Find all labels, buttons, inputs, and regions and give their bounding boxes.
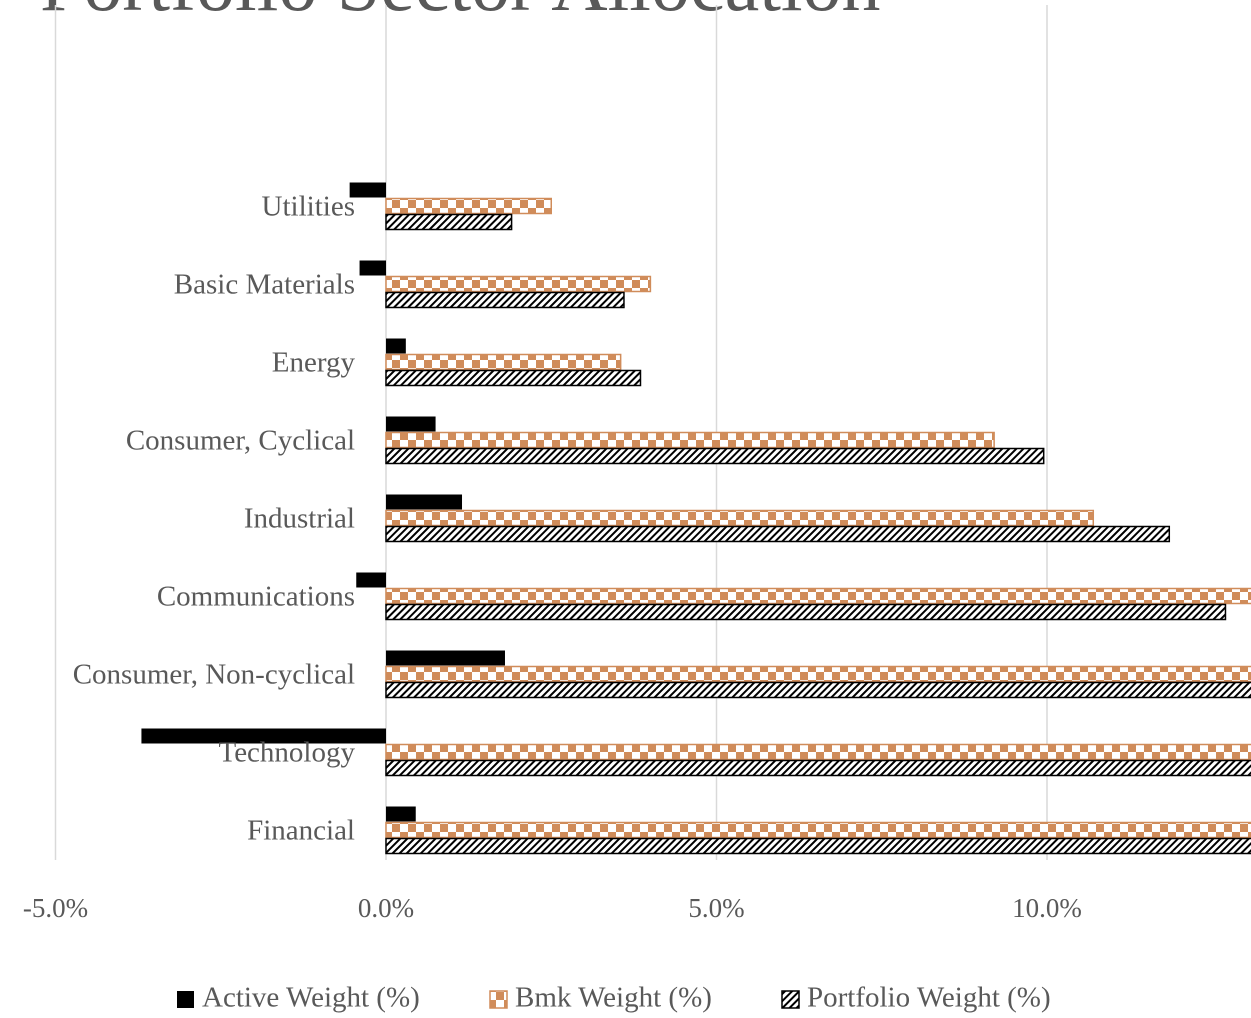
bar-diagonal-hatch bbox=[385, 213, 513, 231]
legend: Active Weight (%) Bmk Weight (%) Portfolio… bbox=[177, 982, 1051, 1014]
category-label: Financial bbox=[247, 815, 355, 847]
category-label: Industrial bbox=[244, 503, 355, 535]
bar-diagonal-hatch bbox=[385, 837, 1251, 855]
chart-title: Portfolio Sector Allocation bbox=[40, 0, 881, 27]
legend-label: Active Weight (%) bbox=[202, 982, 420, 1014]
bar-checker bbox=[385, 743, 1251, 761]
tick-labels: -10.0%-5.0%0.0%5.0%10.0%15.0%20.0%25.0% bbox=[23, 893, 1082, 923]
bar-solid bbox=[386, 416, 436, 432]
legend-label: Bmk Weight (%) bbox=[515, 982, 712, 1014]
category-label: Technology bbox=[219, 737, 356, 769]
bar-diagonal-hatch bbox=[385, 525, 1171, 543]
x-tick-label: 10.0% bbox=[1012, 893, 1082, 923]
bar-checker bbox=[385, 665, 1251, 683]
bar-solid bbox=[386, 806, 416, 822]
category-label: Communications bbox=[157, 581, 355, 613]
bar-checker bbox=[385, 821, 1251, 839]
x-tick-label: -5.0% bbox=[23, 893, 88, 923]
bar-diagonal-hatch bbox=[385, 759, 1251, 777]
category-label: Utilities bbox=[262, 191, 355, 223]
bar-solid bbox=[359, 260, 386, 276]
bar-checker bbox=[385, 587, 1251, 605]
bar-diagonal-hatch bbox=[385, 447, 1045, 465]
bar-solid bbox=[141, 728, 386, 744]
bar-diagonal-hatch bbox=[385, 291, 625, 309]
bar-solid bbox=[386, 650, 505, 666]
category-label: Energy bbox=[272, 347, 356, 379]
category-labels: Financial Technology Consumer, Non-cyclica… bbox=[73, 191, 356, 847]
bar-checker bbox=[385, 197, 552, 215]
bar-diagonal-hatch bbox=[385, 603, 1227, 621]
bar-diagonal-hatch bbox=[385, 369, 642, 387]
bar-checker bbox=[385, 353, 622, 371]
bar-solid bbox=[386, 494, 463, 510]
category-label: Basic Materials bbox=[174, 269, 355, 301]
bar-checker bbox=[385, 509, 1095, 527]
bar-checker bbox=[385, 431, 995, 449]
legend-label: Portfolio Weight (%) bbox=[807, 982, 1051, 1014]
legend-swatch bbox=[781, 990, 800, 1009]
bar-diagonal-hatch bbox=[385, 681, 1251, 699]
bar-solid bbox=[356, 572, 386, 588]
category-label: Consumer, Non-cyclical bbox=[73, 659, 355, 691]
bars bbox=[141, 182, 1251, 855]
bar-checker bbox=[385, 275, 652, 293]
x-tick-label: 0.0% bbox=[358, 893, 414, 923]
bar-solid bbox=[349, 182, 386, 198]
legend-swatch bbox=[177, 991, 194, 1008]
legend-swatch bbox=[489, 990, 508, 1009]
x-tick-label: 5.0% bbox=[688, 893, 744, 923]
category-label: Consumer, Cyclical bbox=[126, 425, 355, 457]
bar-solid bbox=[386, 338, 406, 354]
